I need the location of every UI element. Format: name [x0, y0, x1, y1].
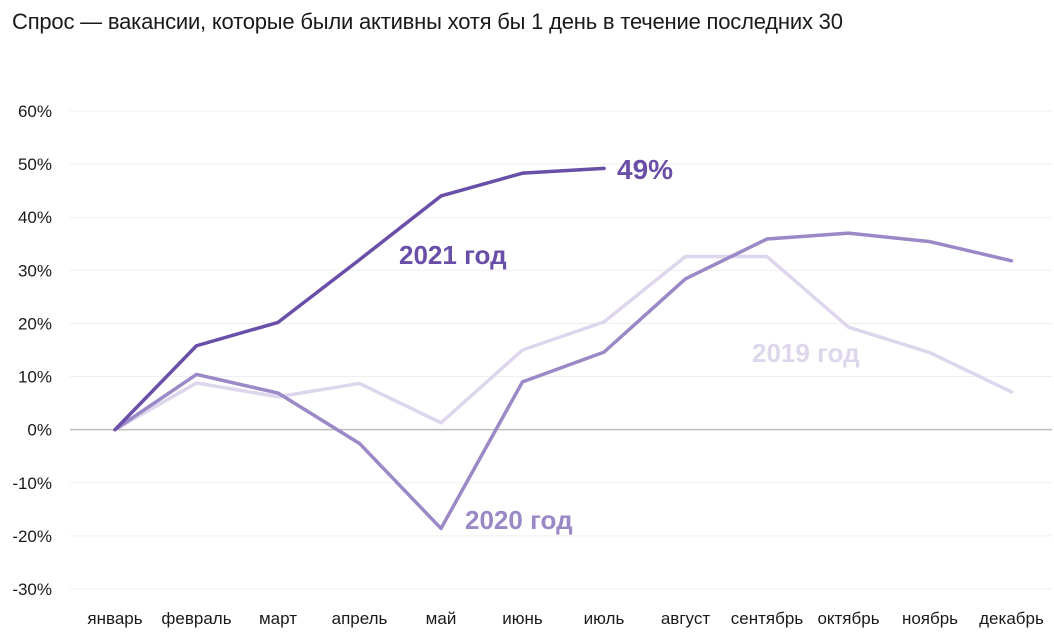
series-line-2020-год: [113, 231, 1014, 531]
y-tick-label: 30%: [18, 261, 52, 280]
y-tick-label: 10%: [18, 368, 52, 387]
series-label-2021: 2021 год: [399, 240, 507, 270]
series-line-2019-год: [113, 254, 1014, 432]
y-tick-label: 60%: [18, 102, 52, 121]
x-axis-ticks: январь февраль март апрель май июнь июль август…: [87, 609, 1044, 628]
series-labels: 2021 год 2020 год 2019 год 49%: [399, 154, 860, 535]
y-tick-label: 20%: [18, 314, 52, 333]
grid-lines: [70, 110, 1052, 590]
y-tick-label: -20%: [12, 527, 52, 546]
chart-title: Спрос — вакансии, которые были активны х…: [12, 9, 843, 34]
x-tick-label: октябрь: [817, 609, 879, 628]
x-tick-label: февраль: [161, 609, 231, 628]
x-tick-label: август: [661, 609, 710, 628]
series-lines: [113, 166, 1014, 531]
y-tick-label: 50%: [18, 155, 52, 174]
x-tick-label: ноябрь: [902, 609, 958, 628]
y-axis-ticks: 60% 50% 40% 30% 20% 10% 0% -10% -20% -30%: [12, 102, 52, 599]
series-line-2021-год: [113, 166, 606, 432]
y-tick-label: -10%: [12, 474, 52, 493]
y-tick-label: 0%: [27, 421, 52, 440]
y-tick-label: 40%: [18, 208, 52, 227]
series-label-2020: 2020 год: [465, 505, 573, 535]
x-tick-label: июль: [584, 609, 625, 628]
x-tick-label: сентябрь: [731, 609, 804, 628]
y-tick-label: -30%: [12, 580, 52, 599]
x-tick-label: июнь: [502, 609, 543, 628]
x-tick-label: май: [426, 609, 457, 628]
x-tick-label: апрель: [332, 609, 388, 628]
x-tick-label: январь: [87, 609, 142, 628]
series-label-2019: 2019 год: [752, 338, 860, 368]
x-tick-label: декабрь: [979, 609, 1044, 628]
x-tick-label: март: [259, 609, 297, 628]
annotation-49-percent: 49%: [617, 154, 673, 185]
